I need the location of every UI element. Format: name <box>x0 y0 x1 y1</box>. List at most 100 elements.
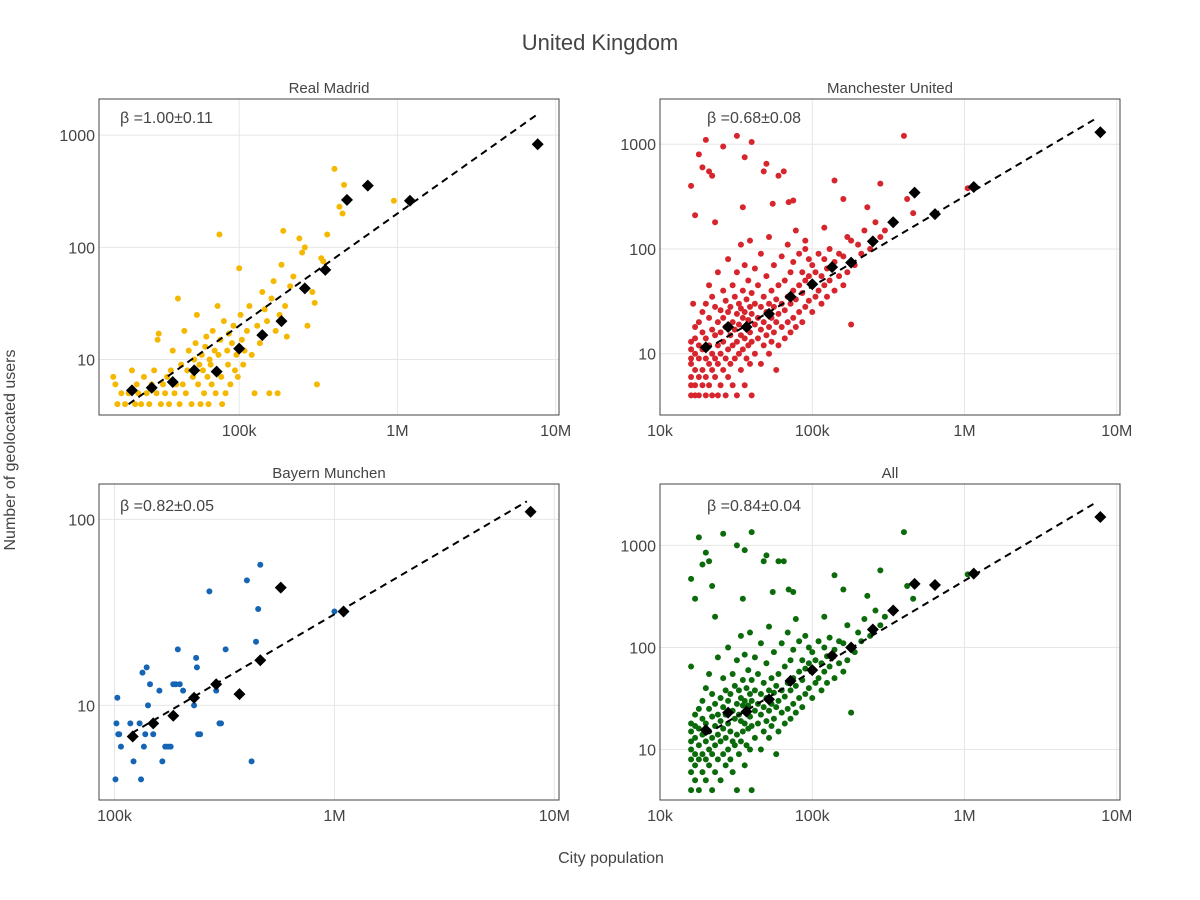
data-point <box>775 558 782 565</box>
data-point <box>146 401 153 408</box>
binned-marker <box>531 138 544 151</box>
data-point <box>743 742 750 749</box>
data-point <box>877 180 884 187</box>
data-point <box>154 336 161 343</box>
data-point <box>775 172 782 179</box>
data-point <box>768 675 775 682</box>
data-point <box>818 687 825 694</box>
data-point <box>848 321 855 328</box>
data-point <box>227 381 234 388</box>
points-bayern-munchen <box>112 561 338 783</box>
data-point <box>799 657 806 664</box>
data-point <box>760 704 767 711</box>
data-point <box>283 333 290 340</box>
x-tick-label: 10M <box>1101 808 1132 825</box>
data-point <box>770 262 777 269</box>
data-point <box>203 333 210 340</box>
data-point <box>688 355 695 362</box>
panel-manchester-united: Manchester United 10k 100k 1M 10M 10 100 1000 β… <box>620 80 1132 440</box>
data-point <box>844 622 851 629</box>
data-point <box>692 595 699 602</box>
data-point <box>243 327 250 334</box>
data-point <box>735 321 742 328</box>
chart-title: United Kingdom <box>522 30 679 55</box>
binned-marker <box>147 717 160 730</box>
data-point <box>746 690 753 697</box>
data-point <box>688 182 695 189</box>
data-point <box>225 361 232 368</box>
data-point <box>238 336 245 343</box>
data-point <box>690 300 697 307</box>
data-point <box>784 319 791 326</box>
data-point <box>688 728 695 735</box>
data-point <box>775 310 782 317</box>
data-point <box>702 738 709 745</box>
data-point <box>336 203 343 210</box>
data-point <box>746 629 753 636</box>
data-point <box>748 338 755 345</box>
data-point <box>858 250 865 257</box>
data-point <box>729 282 736 289</box>
data-point <box>112 776 119 783</box>
data-point <box>113 720 120 727</box>
data-point <box>231 367 238 374</box>
data-point <box>692 711 699 718</box>
y-tick-label: 1000 <box>620 137 656 154</box>
data-point <box>692 777 699 784</box>
data-point <box>722 355 729 362</box>
data-point <box>754 335 761 342</box>
data-point <box>737 366 744 373</box>
binned-bayern-munchen <box>126 505 537 743</box>
data-point <box>299 249 306 256</box>
beta-label-real-madrid: β =1.00±0.11 <box>120 110 213 127</box>
binned-real-madrid <box>125 138 544 397</box>
data-point <box>821 644 828 651</box>
x-axis-label: City population <box>558 850 664 867</box>
data-point <box>775 342 782 349</box>
data-point <box>228 340 235 347</box>
y-tick-label: 10 <box>77 352 95 369</box>
data-point <box>197 731 204 738</box>
data-point <box>706 558 713 565</box>
y-tick-label: 1000 <box>59 128 95 145</box>
data-point <box>236 265 243 272</box>
data-point <box>702 136 709 143</box>
data-point <box>216 231 223 238</box>
binned-marker <box>274 581 287 594</box>
data-point <box>725 746 732 753</box>
data-point <box>799 704 806 711</box>
data-point <box>184 367 191 374</box>
panel-title-manchester-united: Manchester United <box>827 80 953 97</box>
x-tick-label: 1M <box>323 808 345 825</box>
data-point <box>809 694 816 701</box>
data-point <box>211 347 218 354</box>
data-point <box>766 734 773 741</box>
data-point <box>741 697 748 704</box>
data-point <box>748 392 755 399</box>
data-point <box>731 326 738 333</box>
binned-marker <box>524 505 537 518</box>
data-point <box>712 373 719 380</box>
data-point <box>160 381 167 388</box>
data-point <box>224 347 231 354</box>
data-point <box>725 346 732 353</box>
data-point <box>877 622 884 629</box>
data-point <box>840 586 847 593</box>
data-point <box>796 309 803 316</box>
data-point <box>855 241 862 248</box>
data-point <box>180 687 187 694</box>
data-point <box>778 323 785 330</box>
data-point <box>174 646 181 653</box>
data-point <box>709 713 716 720</box>
binned-marker <box>319 263 332 276</box>
data-point <box>699 309 706 316</box>
panel-title-bayern-munchen: Bayern Munchen <box>272 465 385 482</box>
data-point <box>812 679 819 686</box>
data-point <box>171 390 178 397</box>
data-point <box>861 227 868 234</box>
data-point <box>787 269 794 276</box>
data-point <box>773 704 780 711</box>
data-point <box>766 623 773 630</box>
data-point <box>218 720 225 727</box>
data-point <box>802 632 809 639</box>
